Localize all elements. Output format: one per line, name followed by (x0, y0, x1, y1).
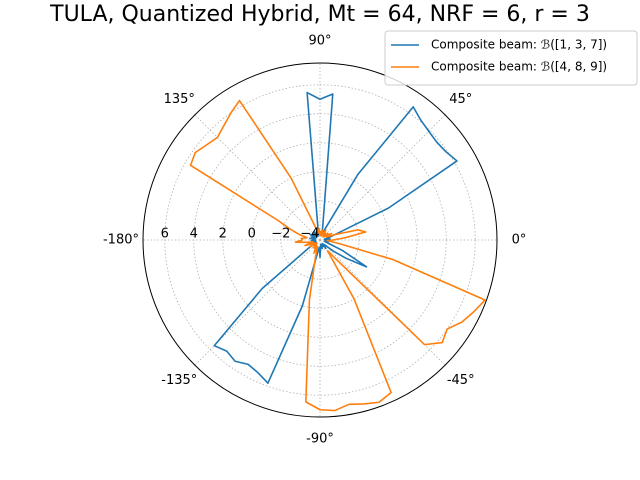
theta-tick-label: 45° (449, 92, 472, 107)
legend-text: Composite beam: ℬ([1, 3, 7]) (431, 38, 607, 52)
grid-line (194, 114, 321, 241)
theta-tick-label: -90° (306, 432, 334, 447)
r-tick-label: 0 (248, 227, 256, 242)
legend: Composite beam: ℬ([1, 3, 7]) Composite be… (384, 30, 638, 86)
r-tick-label: 6 (161, 227, 169, 242)
theta-tick-label: -135° (161, 373, 197, 388)
r-tick-label: 2 (219, 227, 227, 242)
theta-tick-label: 0° (512, 233, 527, 248)
legend-text: Composite beam: ℬ([4, 8, 9]) (431, 60, 607, 74)
legend-box (384, 30, 638, 86)
r-tick-label: −2 (271, 227, 290, 242)
outer-frame (142, 62, 498, 418)
theta-tick-label: -45° (447, 373, 475, 388)
theta-tick-label: -180° (103, 233, 139, 248)
theta-tick-label: 135° (164, 92, 195, 107)
series-line (189, 99, 486, 412)
grid-circle (251, 171, 389, 309)
theta-tick-label: 90° (308, 34, 331, 49)
r-tick-label: 4 (190, 227, 198, 242)
grid-circle (222, 142, 418, 338)
grid-line (319, 114, 446, 241)
chart-title: TULA, Quantized Hybrid, Mt = 64, NRF = 6… (49, 2, 590, 27)
r-tick-label: −4 (300, 227, 319, 242)
